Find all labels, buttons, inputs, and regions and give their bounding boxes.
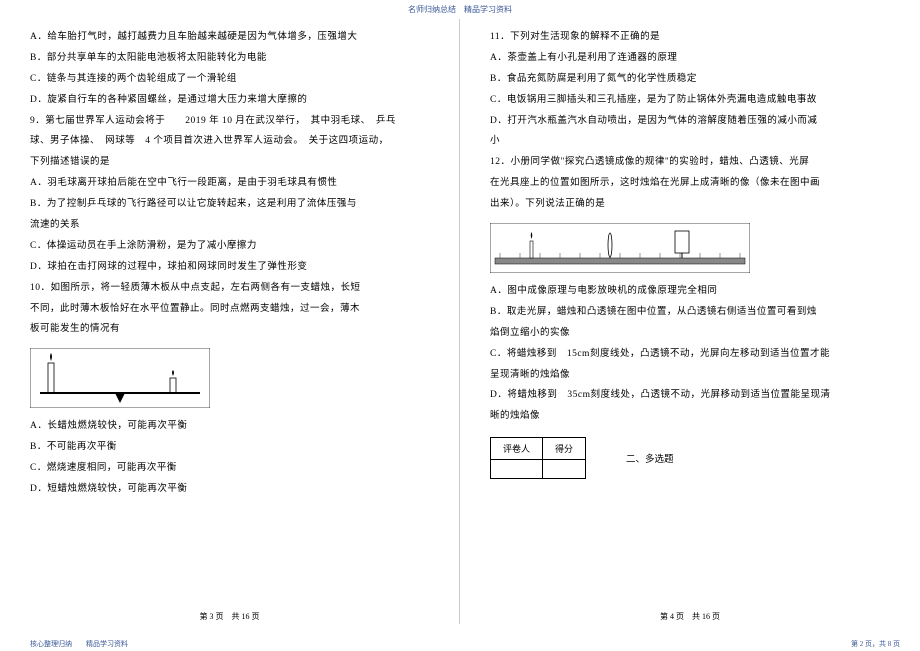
table-header-score: 得分 bbox=[543, 438, 586, 460]
text-line: A．给车胎打气时，越打越费力且车胎越来越硬是因为气体增多，压强增大 bbox=[30, 27, 429, 48]
table-cell bbox=[543, 460, 586, 479]
table-header-reviewer: 评卷人 bbox=[491, 438, 543, 460]
header-note: 名师归纳总结 精品学习资料 bbox=[0, 0, 920, 19]
text-line: B．为了控制乒乓球的飞行路径可以让它旋转起来，这是利用了流体压强与 bbox=[30, 194, 429, 215]
text-line: 球、男子体操、 网球等 4 个项目首次进入世界军人运动会。 关于这四项运动， bbox=[30, 131, 429, 152]
text-line: D．球拍在击打网球的过程中，球拍和网球同时发生了弹性形变 bbox=[30, 257, 429, 278]
text-line: 11．下列对生活现象的解释不正确的是 bbox=[490, 27, 890, 48]
text-line: 流速的关系 bbox=[30, 215, 429, 236]
text-line: C．链条与其连接的两个齿轮组成了一个滑轮组 bbox=[30, 69, 429, 90]
text-line: 12．小册同学做"探究凸透镜成像的规律"的实验时，蜡烛、凸透镜、光屏 bbox=[490, 152, 890, 173]
text-line: 板可能发生的情况有 bbox=[30, 319, 429, 340]
text-line: 晰的烛焰像 bbox=[490, 406, 890, 427]
page-wrapper: A．给车胎打气时，越打越费力且车胎越来越硬是因为气体增多，压强增大 B．部分共享… bbox=[0, 19, 920, 624]
text-line: D．将蜡烛移到 35cm刻度线处，凸透镜不动，光屏移动到适当位置能呈现清 bbox=[490, 385, 890, 406]
text-line: C．体操运动员在手上涂防滑粉，是为了减小摩擦力 bbox=[30, 236, 429, 257]
text-line: D．短蜡烛燃烧较快，可能再次平衡 bbox=[30, 479, 429, 500]
text-line: C．燃烧速度相同，可能再次平衡 bbox=[30, 458, 429, 479]
right-column: 11．下列对生活现象的解释不正确的是 A．茶壶盖上有小孔是利用了连通器的原理 B… bbox=[460, 19, 920, 624]
text-line: 小 bbox=[490, 131, 890, 152]
text-line: 10．如图所示，将一轻质薄木板从中点支起，左右两侧各有一支蜡烛，长短 bbox=[30, 278, 429, 299]
score-table: 评卷人得分 bbox=[490, 437, 586, 479]
text-line: 9．第七届世界军人运动会将于 2019 年 10 月在武汉举行， 其中羽毛球、 … bbox=[30, 111, 429, 132]
text-line: A．图中成像原理与电影放映机的成像原理完全相同 bbox=[490, 281, 890, 302]
text-line: 呈现清晰的烛焰像 bbox=[490, 365, 890, 386]
page-number-right: 第 4 页 共 16 页 bbox=[460, 611, 920, 622]
text-line: C．将蜡烛移到 15cm刻度线处，凸透镜不动，光屏向左移动到适当位置才能 bbox=[490, 344, 890, 365]
text-line: 出来）。下列说法正确的是 bbox=[490, 194, 890, 215]
text-line: 不同，此时薄木板恰好在水平位置静止。同时点燃两支蜡烛，过一会，薄木 bbox=[30, 299, 429, 320]
footer-note-right: 第 2 页，共 8 页 bbox=[851, 639, 900, 649]
text-line: A．长蜡烛燃烧较快，可能再次平衡 bbox=[30, 416, 429, 437]
optical-bench-figure bbox=[490, 223, 890, 273]
text-line: A．茶壶盖上有小孔是利用了连通器的原理 bbox=[490, 48, 890, 69]
text-line: 在光具座上的位置如图所示，这时烛焰在光屏上成清晰的像（像未在图中画 bbox=[490, 173, 890, 194]
score-section: 评卷人得分 二、多选题 bbox=[490, 437, 890, 479]
text-line: A．羽毛球离开球拍后能在空中飞行一段距离，是由于羽毛球具有惯性 bbox=[30, 173, 429, 194]
candle-balance-figure bbox=[30, 348, 429, 408]
text-line: D．打开汽水瓶盖汽水自动喷出，是因为气体的溶解度随着压强的减小而减 bbox=[490, 111, 890, 132]
text-line: B．取走光屏，蜡烛和凸透镜在图中位置，从凸透镜右侧适当位置可看到烛 bbox=[490, 302, 890, 323]
page-number-left: 第 3 页 共 16 页 bbox=[0, 611, 459, 622]
text-line: D．旋紧自行车的各种紧固螺丝，是通过增大压力来增大摩擦的 bbox=[30, 90, 429, 111]
table-cell bbox=[491, 460, 543, 479]
text-line: B．食品充氮防腐是利用了氮气的化学性质稳定 bbox=[490, 69, 890, 90]
text-line: 下列描述错误的是 bbox=[30, 152, 429, 173]
text-line: C．电饭锅用三脚插头和三孔插座，是为了防止锅体外壳漏电造成触电事故 bbox=[490, 90, 890, 111]
text-line: 焰倒立缩小的实像 bbox=[490, 323, 890, 344]
section-heading: 二、多选题 bbox=[626, 451, 674, 465]
left-column: A．给车胎打气时，越打越费力且车胎越来越硬是因为气体增多，压强增大 B．部分共享… bbox=[0, 19, 460, 624]
text-line: B．不可能再次平衡 bbox=[30, 437, 429, 458]
footer-note-left: 核心整理归纳 精品学习资料 bbox=[30, 639, 128, 649]
text-line: B．部分共享单车的太阳能电池板将太阳能转化为电能 bbox=[30, 48, 429, 69]
